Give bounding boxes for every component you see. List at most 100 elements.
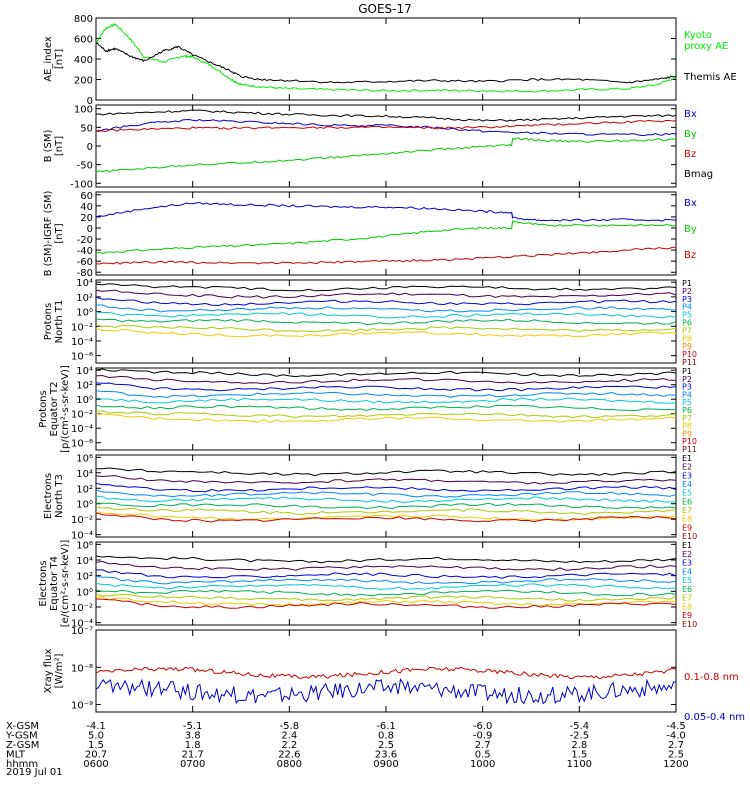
legend-entry: Bz <box>684 250 696 261</box>
series-e9 <box>95 598 677 609</box>
series-e7 <box>95 593 677 602</box>
y-axis-label: AE_index[nT] <box>43 36 65 82</box>
legend-entry: P3 <box>682 383 692 392</box>
y-tick-label: 0 <box>87 142 93 153</box>
legend-entry: E8 <box>682 515 692 524</box>
series-p3 <box>95 296 677 307</box>
x-row-value: 2.5 <box>378 740 394 751</box>
series-p5 <box>95 311 677 319</box>
y-tick-label: 10⁰ <box>76 587 93 598</box>
series-e2 <box>95 560 677 571</box>
series-e3 <box>95 569 677 579</box>
legend-entry: E2 <box>682 550 692 559</box>
legend-entry: P10 <box>682 350 697 359</box>
y-tick-label: 50 <box>80 123 93 134</box>
series-e2 <box>95 475 677 485</box>
y-axis-label: ProtonsNorth T1 <box>43 300 65 344</box>
series-e7 <box>95 506 677 515</box>
legend-entry: P3 <box>682 295 692 304</box>
series-p8 <box>95 328 677 338</box>
series-themis-ae <box>95 42 677 84</box>
y-tick-label: 10² <box>76 293 93 304</box>
y-tick-label: 400 <box>74 55 93 66</box>
series-by <box>95 220 677 255</box>
legend-entry: By <box>684 224 697 235</box>
legend-entry: P6 <box>682 406 692 415</box>
series-e8 <box>95 596 677 607</box>
series-kyoto-proxy-ae <box>95 22 677 93</box>
y-tick-label: 10⁰ <box>76 395 93 406</box>
legend-entry: proxy AE <box>684 41 728 52</box>
series-p7 <box>95 410 677 419</box>
x-row-value: -0.9 <box>473 731 493 742</box>
x-axis-table: X-GSM -4.1 -5.1 -5.8 -6.1 -6.0 -5.4 -4.5 Y-GSM 5.… <box>5 721 689 770</box>
y-tick-label: 10⁴ <box>76 366 93 377</box>
series-bz <box>95 246 677 265</box>
legend-entry: Bz <box>684 149 696 160</box>
y-tick-label: 10⁻² <box>71 410 93 421</box>
x-row-value: -6.1 <box>376 721 396 732</box>
x-row-value: 0900 <box>373 759 398 770</box>
x-row-value: -5.4 <box>570 721 590 732</box>
legend-entry: E6 <box>682 497 692 506</box>
series-e1 <box>96 467 677 477</box>
series-0-05-0-4-nm <box>95 678 676 705</box>
series-p8 <box>95 413 677 423</box>
y-axis-label: Xray flux[W/m²] <box>43 649 65 694</box>
y-tick-label: 10⁻⁶ <box>71 352 93 363</box>
legend-entry: E3 <box>682 471 692 480</box>
x-row-value: 0600 <box>83 759 108 770</box>
y-tick-label: 0 <box>87 224 93 235</box>
legend-entry: P5 <box>682 311 692 320</box>
legend-entry: P1 <box>682 279 692 288</box>
x-row-value: 23.6 <box>375 750 397 761</box>
x-row-value: -5.1 <box>183 721 203 732</box>
y-tick-label: 10⁰ <box>76 500 93 511</box>
y-tick-label: 10⁻⁶ <box>71 439 93 450</box>
y-tick-label: 10² <box>76 484 93 495</box>
y-axis-label: B (SM)-IGRF (SM)[nT] <box>43 191 65 277</box>
y-tick-label: -100 <box>70 179 93 190</box>
y-tick-label: -80 <box>77 268 93 279</box>
panel-xray: 10⁻⁷ 10⁻⁸ 10⁻⁹ Xray flux[W/m²] 0.1-0.8 nm 0.0… <box>43 626 745 723</box>
y-tick-label: 10⁻⁷ <box>71 626 93 637</box>
y-tick-label: 100 <box>74 105 93 116</box>
x-row-label: X-GSM <box>6 721 39 732</box>
legend-entry: P11 <box>682 445 697 454</box>
legend-entry: E5 <box>682 576 692 585</box>
x-row-value: 1200 <box>663 759 688 770</box>
y-axis-label: B (SM)[nT] <box>43 129 65 162</box>
legend-entry: P8 <box>682 422 692 431</box>
y-tick-label: 800 <box>74 14 93 25</box>
legend-entry: E2 <box>682 463 692 472</box>
y-axis-label: ElectronsEquator T4[e/(cm²-s-sr-keV)] <box>38 540 71 628</box>
legend-entry: Bx <box>684 109 697 120</box>
series-p3 <box>95 382 677 392</box>
series-p4 <box>96 304 677 313</box>
series-p1 <box>95 368 677 378</box>
series-e6 <box>95 502 677 510</box>
legend-entry: P6 <box>682 319 692 328</box>
legend-entry: E1 <box>682 454 692 463</box>
legend: Bx By Bz Bmag <box>684 109 713 180</box>
date-label: 2019 Jul 01 <box>6 767 63 778</box>
legend-entry: E7 <box>682 594 692 603</box>
series-e3 <box>95 482 677 493</box>
legend-entry: E4 <box>682 567 692 576</box>
series-e5 <box>95 496 677 504</box>
series-e9 <box>95 512 677 523</box>
y-tick-label: 10⁻² <box>71 322 93 333</box>
legend-entry: E10 <box>682 532 697 541</box>
x-row-value: 2.4 <box>281 731 297 742</box>
legend-entry: P2 <box>682 375 692 384</box>
x-row-value: 2.7 <box>668 740 684 751</box>
legend: Bx By Bz <box>684 198 697 261</box>
x-row-value: 20.7 <box>85 750 107 761</box>
y-tick-label: 10⁻⁴ <box>71 619 93 630</box>
